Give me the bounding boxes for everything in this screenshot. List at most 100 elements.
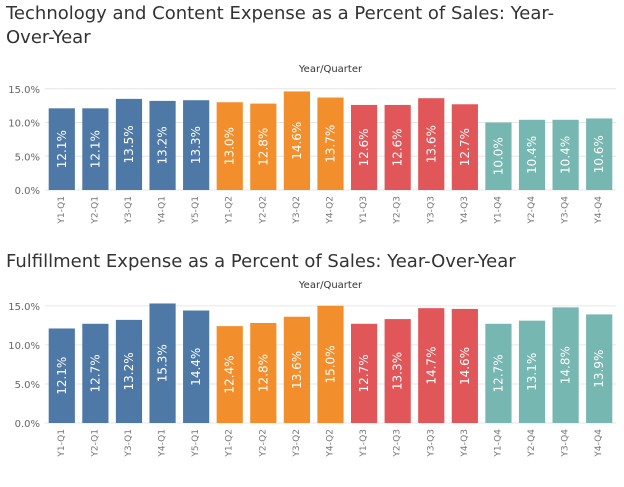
bar [485, 122, 512, 190]
value-label: 12.7% [458, 128, 472, 166]
x-tick-label: Y2-Q3 [393, 429, 403, 458]
value-label: 12.4% [223, 356, 237, 394]
value-label: 13.5% [122, 125, 136, 163]
bar [216, 326, 243, 423]
bar [451, 104, 478, 190]
value-label: 13.1% [525, 353, 539, 391]
x-tick-label: Y4-Q1 [158, 196, 168, 225]
chart: Year/Quarter 0.0% 5.0% 10.0% 15.0% 12.1% Y1-Q1… [8, 64, 616, 225]
bar [552, 119, 579, 190]
x-tick-label: Y3-Q4 [561, 429, 571, 458]
y-tick-label: 5.0% [15, 380, 40, 391]
x-tick-label: Y1-Q4 [493, 196, 503, 225]
x-tick-label: Y2-Q2 [258, 196, 268, 225]
value-label: 13.6% [424, 125, 438, 163]
bar [115, 98, 143, 190]
value-label: 12.7% [357, 354, 371, 392]
x-tick-label: Y2-Q4 [527, 196, 537, 225]
x-axis-label: Year/Quarter [298, 280, 363, 291]
value-label: 13.2% [156, 126, 170, 164]
x-tick-label: Y3-Q1 [124, 429, 134, 458]
value-label: 12.7% [88, 354, 102, 392]
value-label: 12.8% [256, 354, 270, 392]
bar [384, 319, 411, 423]
value-label: 10.4% [525, 136, 539, 174]
x-tick-label: Y1-Q1 [57, 429, 67, 458]
value-label: 13.9% [592, 350, 606, 388]
y-tick-label: 15.0% [8, 302, 40, 313]
x-tick-label: Y3-Q3 [426, 429, 436, 458]
bar [518, 320, 546, 423]
value-label: 14.6% [290, 122, 304, 160]
x-tick-label: Y3-Q1 [124, 196, 134, 225]
bar [183, 100, 210, 190]
x-tick-label: Y4-Q4 [594, 196, 604, 225]
x-tick-label: Y1-Q2 [225, 429, 235, 458]
chart: Year/Quarter 0.0% 5.0% 10.0% 15.0% 12.1% Y1-Q1… [8, 280, 616, 458]
value-label: 12.6% [357, 128, 371, 166]
value-label: 12.1% [55, 357, 69, 395]
bar [451, 308, 478, 423]
x-tick-label: Y2-Q1 [90, 196, 100, 225]
value-label: 12.6% [391, 128, 405, 166]
x-tick-label: Y3-Q4 [561, 196, 571, 225]
x-tick-label: Y4-Q4 [594, 429, 604, 458]
bar [283, 91, 311, 190]
x-tick-label: Y1-Q3 [359, 429, 369, 458]
y-tick-label: 5.0% [15, 152, 40, 163]
x-tick-label: Y4-Q2 [326, 429, 336, 458]
value-label: 12.1% [55, 130, 69, 168]
chart-panel: Technology and Content Expense as a Perc… [0, 2, 624, 246]
bar [250, 323, 277, 423]
x-tick-label: Y1-Q4 [493, 429, 503, 458]
bar [317, 97, 344, 190]
bar [48, 328, 75, 423]
bar [250, 103, 277, 190]
x-tick-label: Y1-Q1 [57, 196, 67, 225]
x-tick-label: Y1-Q3 [359, 196, 369, 225]
value-label: 13.6% [290, 351, 304, 389]
bar [183, 310, 210, 423]
x-tick-label: Y3-Q2 [292, 429, 302, 458]
value-label: 13.3% [189, 126, 203, 164]
x-tick-label: Y4-Q2 [326, 196, 336, 225]
value-label: 15.0% [324, 345, 338, 383]
bar [418, 98, 445, 190]
value-label: 14.6% [458, 347, 472, 385]
value-label: 12.8% [256, 128, 270, 166]
x-tick-label: Y2-Q4 [527, 429, 537, 458]
y-tick-label: 10.0% [8, 119, 40, 130]
value-label: 14.8% [559, 346, 573, 384]
bar [350, 323, 378, 423]
value-label: 13.7% [324, 125, 338, 163]
x-tick-label: Y5-Q1 [191, 196, 201, 225]
x-tick-label: Y2-Q2 [258, 429, 268, 458]
chart-title: Technology and Content Expense as a Perc… [6, 3, 555, 48]
x-tick-label: Y2-Q3 [393, 196, 403, 225]
x-tick-label: Y4-Q1 [158, 429, 168, 458]
bar [283, 316, 311, 423]
y-tick-label: 0.0% [15, 419, 40, 430]
bar [384, 104, 411, 190]
y-tick-label: 15.0% [8, 85, 40, 96]
bar [115, 319, 143, 423]
value-label: 13.0% [223, 127, 237, 165]
bar [518, 119, 546, 190]
x-tick-label: Y4-Q3 [460, 429, 470, 458]
bar [317, 305, 344, 423]
value-label: 10.0% [491, 137, 505, 175]
bar [552, 307, 579, 423]
chart-panel: Fulfillment Expense as a Percent of Sale… [0, 250, 624, 487]
value-label: 12.1% [88, 130, 102, 168]
bar [586, 118, 613, 190]
value-label: 13.2% [122, 352, 136, 390]
value-label: 13.3% [391, 352, 405, 390]
bar [48, 108, 75, 190]
bar [216, 102, 243, 190]
bar [350, 104, 378, 190]
value-label: 14.7% [424, 347, 438, 385]
chart-title: Fulfillment Expense as a Percent of Sale… [6, 251, 516, 272]
x-tick-label: Y5-Q1 [191, 429, 201, 458]
value-label: 10.4% [559, 136, 573, 174]
